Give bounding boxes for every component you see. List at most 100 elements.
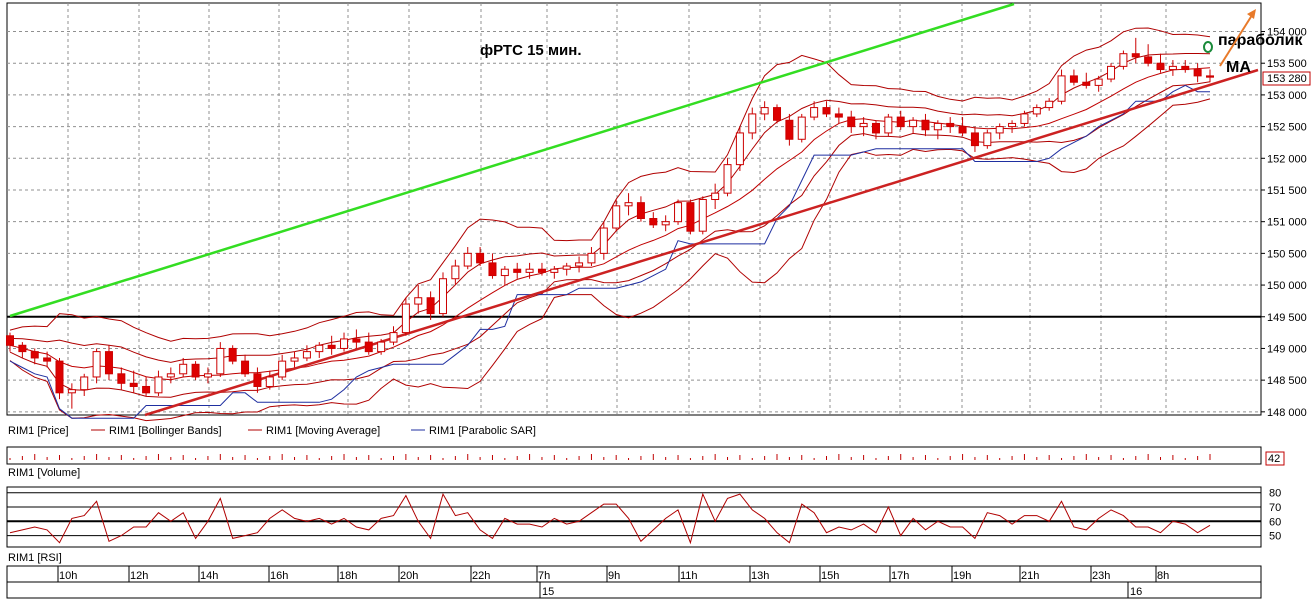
candle-body — [340, 338, 349, 349]
candle-body — [537, 268, 546, 273]
candle-body — [166, 373, 175, 378]
rsi-label: RIM1 [RSI] — [8, 552, 62, 564]
candle-body — [921, 119, 930, 131]
candle-body — [983, 132, 992, 147]
time-tick-label: 13h — [751, 570, 769, 582]
candle-body — [624, 202, 633, 207]
time-tick-label: 12h — [130, 570, 148, 582]
time-tick-label: 14h — [200, 570, 218, 582]
legend: RIM1 [Price] RIM1 [Bollinger Bands] RIM1 [… — [8, 425, 536, 437]
candle-body — [129, 382, 138, 387]
candle-body — [438, 278, 447, 315]
candle-body — [30, 351, 39, 359]
date-label: 15 — [542, 586, 554, 598]
candle-body — [909, 119, 918, 128]
candle-body — [463, 252, 472, 267]
candle-body — [822, 107, 831, 115]
time-tick-label: 10h — [59, 570, 77, 582]
parabolic-sar-line — [9, 84, 1210, 419]
candle-body — [488, 262, 497, 277]
bollinger-bands — [9, 27, 1211, 422]
candle-body — [55, 360, 64, 394]
candle-body — [290, 357, 299, 362]
candle-body — [80, 376, 89, 391]
candle-body — [649, 218, 658, 226]
candle-body — [785, 119, 794, 140]
price-grid — [7, 3, 1261, 415]
time-tick-label: 23h — [1092, 570, 1110, 582]
candle-body — [1008, 122, 1017, 128]
time-tick-label: 17h — [891, 570, 909, 582]
time-tick-label: 8h — [1157, 570, 1169, 582]
price-tick-label: 151 000 — [1267, 217, 1307, 229]
candle-body — [451, 265, 460, 280]
time-tick-label: 9h — [608, 570, 620, 582]
time-axis-labels: 10h 12h 14h 16h 18h 20h 22h 7h 9h 11h 13h 15h 17h 19h… — [57, 566, 1169, 598]
price-panel — [6, 2, 1262, 416]
price-tick-label: 150 000 — [1267, 280, 1307, 292]
candle-body — [1032, 107, 1041, 115]
candle-body — [104, 351, 113, 375]
rsi-tick-label: 70 — [1269, 502, 1281, 514]
candle-body — [884, 116, 893, 134]
price-axis: 148 000 148 500 149 000 149 500 150 000 150 5… — [1261, 27, 1307, 419]
candle-body — [43, 357, 52, 362]
price-tick-label: 153 500 — [1267, 58, 1307, 70]
candle-body — [203, 373, 212, 378]
rsi-line — [9, 492, 1211, 545]
candle-body — [896, 116, 905, 128]
lower-trend-line — [144, 68, 1259, 417]
candle-body — [723, 164, 732, 194]
candle-body — [265, 376, 274, 387]
volume-value-box — [1265, 451, 1285, 466]
annotation-parabolic: параболик — [1218, 32, 1303, 49]
candle-body — [1144, 56, 1153, 64]
candle-body — [636, 202, 645, 220]
time-tick-label: 20h — [400, 570, 418, 582]
candle-body — [117, 373, 126, 384]
volume-label: RIM1 [Volume] — [8, 467, 80, 479]
time-tick-label: 15h — [821, 570, 839, 582]
rsi-tick-label: 50 — [1269, 531, 1281, 543]
candle-body — [859, 122, 868, 128]
rsi-tick-label: 80 — [1269, 488, 1281, 500]
candle-body — [550, 268, 559, 273]
price-tick-label: 148 000 — [1267, 407, 1307, 419]
candle-body — [352, 338, 361, 343]
candle-body — [735, 132, 744, 166]
candle-body — [315, 344, 324, 353]
candle-body — [871, 122, 880, 134]
legend-entry: RIM1 [Bollinger Bands] — [109, 425, 222, 437]
candle-body — [154, 376, 163, 394]
price-tick-label: 151 500 — [1267, 185, 1307, 197]
annotation-ma: MA — [1226, 59, 1251, 76]
candle-body — [1193, 69, 1202, 77]
candles — [6, 37, 1214, 409]
time-tick-label: 19h — [953, 570, 971, 582]
legend-entry: RIM1 [Moving Average] — [266, 425, 380, 437]
candle-body — [401, 303, 410, 334]
parabolic-sar — [9, 84, 1210, 419]
candle-body — [686, 202, 695, 232]
candle-body — [1156, 62, 1165, 71]
price-tick-label: 149 000 — [1267, 343, 1307, 355]
candle-body — [834, 113, 843, 118]
bollinger-upper — [9, 27, 1211, 342]
candle-body — [760, 107, 769, 115]
candle-body — [1045, 100, 1054, 109]
candle-body — [562, 265, 571, 270]
candle-body — [302, 351, 311, 359]
volume-panel — [6, 446, 1262, 465]
last-price-label: 153 280 — [1267, 73, 1307, 85]
candle-body — [228, 347, 237, 362]
candle-body — [364, 341, 373, 353]
candle-body — [661, 221, 670, 226]
candle-body — [142, 385, 151, 394]
candle-body — [278, 360, 287, 378]
candle-body — [1082, 81, 1091, 86]
candle-body — [1094, 78, 1103, 86]
time-tick-label: 7h — [538, 570, 550, 582]
candle-body — [1107, 65, 1116, 80]
candle-body — [18, 344, 27, 353]
